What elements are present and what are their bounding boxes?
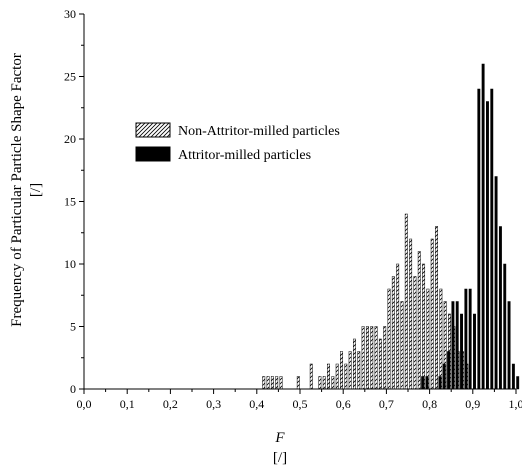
bar-attritor <box>460 313 463 390</box>
y-axis-unit: [/] <box>28 183 44 197</box>
bar-non-attritor <box>435 226 438 390</box>
legend-label-attritor: Attritor-milled particles <box>178 148 311 163</box>
bar-non-attritor <box>322 376 326 390</box>
y-tick-label: 30 <box>64 7 76 21</box>
y-tick-label: 20 <box>64 132 76 146</box>
y-tick-label: 10 <box>64 257 76 271</box>
bar-attritor <box>490 88 494 390</box>
y-tick-label: 25 <box>64 70 76 84</box>
x-tick-label: 0,6 <box>336 397 351 411</box>
bar-non-attritor <box>417 251 421 390</box>
bar-non-attritor <box>340 351 343 390</box>
bar-non-attritor <box>344 363 348 390</box>
bar-non-attritor <box>296 376 300 390</box>
bar-non-attritor <box>361 326 365 390</box>
bar-attritor <box>425 376 429 390</box>
x-tick-label: 0,0 <box>77 397 92 411</box>
x-tick-label: 0,3 <box>206 397 221 411</box>
bar-attritor <box>442 363 446 390</box>
bar-non-attritor <box>439 288 443 390</box>
x-tick-label: 0,8 <box>422 397 437 411</box>
bar-non-attritor <box>426 288 430 390</box>
bar-attritor <box>468 288 472 390</box>
y-axis-ticks: 0 5 10 15 20 25 30 <box>64 7 84 396</box>
bar-non-attritor <box>422 263 426 390</box>
bar-non-attritor <box>413 276 417 390</box>
bar-non-attritor <box>318 376 322 390</box>
bar-non-attritor <box>409 238 413 390</box>
bar-non-attritor <box>353 338 356 390</box>
bar-attritor <box>507 301 511 390</box>
bar-non-attritor <box>331 376 335 390</box>
bar-non-attritor <box>262 376 266 390</box>
x-tick-label: 1,0 <box>509 397 522 411</box>
attritor-bars <box>421 63 520 390</box>
bar-non-attritor <box>348 351 352 390</box>
bar-non-attritor <box>327 363 330 390</box>
bar-non-attritor <box>378 338 382 390</box>
bar-non-attritor <box>357 351 361 390</box>
x-tick-label: 0,5 <box>293 397 308 411</box>
legend-swatch-solid <box>135 146 171 162</box>
y-tick-label: 5 <box>70 320 76 334</box>
bar-attritor <box>455 301 459 390</box>
non-attritor-bars <box>262 213 469 390</box>
bar-attritor <box>477 88 481 390</box>
bar-non-attritor <box>387 288 391 390</box>
legend-swatch-hatched <box>135 122 171 138</box>
bar-non-attritor <box>270 376 274 390</box>
bar-attritor <box>464 288 468 390</box>
y-axis-title: Frequency of Particular Particle Shape F… <box>9 53 25 327</box>
bar-attritor <box>447 351 451 390</box>
bar-non-attritor <box>335 363 339 390</box>
y-tick-label: 0 <box>70 382 76 396</box>
bar-non-attritor <box>365 326 369 390</box>
bar-non-attritor <box>400 301 404 390</box>
bar-non-attritor <box>370 326 374 390</box>
legend: Non-Attritor-milled particles Attritor-m… <box>135 122 340 163</box>
x-tick-label: 0,9 <box>465 397 480 411</box>
bar-attritor <box>486 101 489 390</box>
bar-non-attritor <box>383 326 387 390</box>
bar-attritor <box>421 376 425 390</box>
bar-attritor <box>438 376 442 390</box>
x-tick-label: 0,4 <box>249 397 264 411</box>
bar-non-attritor <box>266 376 270 390</box>
y-tick-label: 15 <box>64 195 76 209</box>
x-tick-label: 0,1 <box>120 397 135 411</box>
bar-attritor <box>481 63 485 390</box>
bar-non-attritor <box>275 376 279 390</box>
x-axis-title: F <box>274 430 285 446</box>
bar-attritor <box>511 363 515 390</box>
bar-non-attritor <box>396 263 400 390</box>
x-axis-ticks: 0,0 0,1 0,2 0,3 0,4 0,5 0,6 0,7 0,8 0,9 1,0 <box>77 389 522 411</box>
bar-attritor <box>494 176 498 390</box>
x-axis-unit: [/] <box>273 450 287 466</box>
legend-label-non-attritor: Non-Attritor-milled particles <box>178 124 340 139</box>
x-tick-label: 0,2 <box>163 397 178 411</box>
bar-non-attritor <box>279 376 283 390</box>
bar-non-attritor <box>374 326 378 390</box>
bar-non-attritor <box>391 276 395 390</box>
bar-non-attritor <box>404 213 408 390</box>
bar-non-attritor <box>309 363 313 390</box>
bar-attritor <box>503 263 507 390</box>
x-tick-label: 0,7 <box>379 397 394 411</box>
bar-attritor <box>498 226 502 390</box>
bar-attritor <box>451 301 455 390</box>
bar-non-attritor <box>430 238 434 390</box>
bar-attritor <box>473 313 476 390</box>
bar-attritor <box>516 376 520 390</box>
